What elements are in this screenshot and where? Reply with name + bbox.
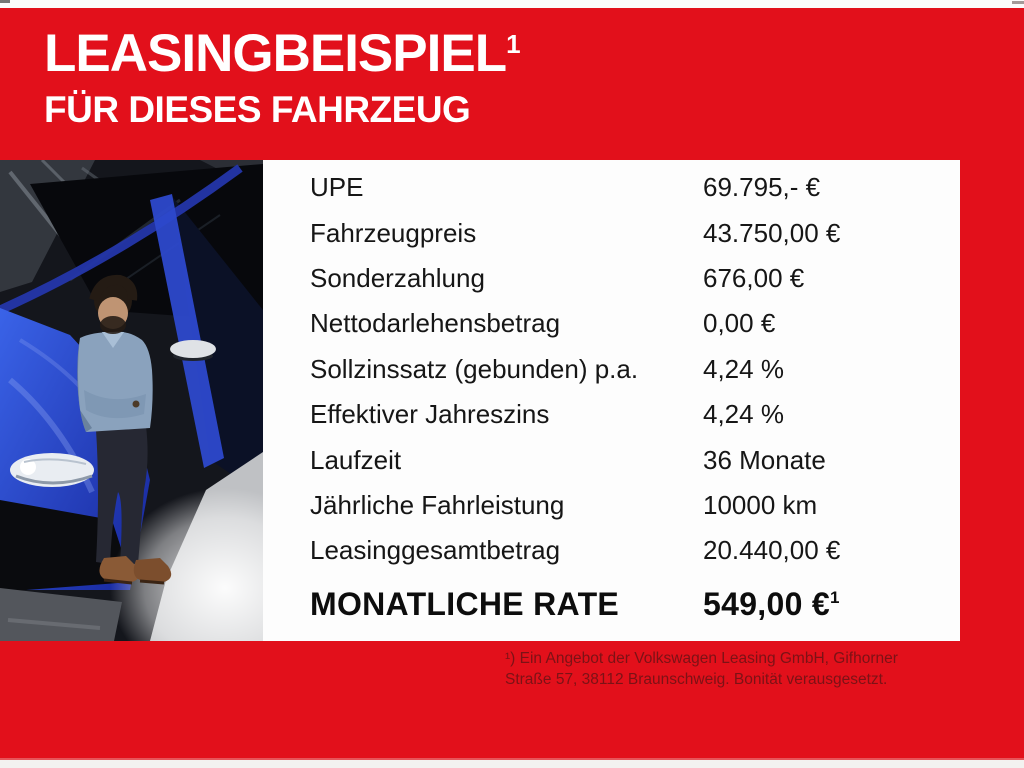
car-photo-illustration xyxy=(0,160,263,641)
page-subtitle: FÜR DIESES FAHRZEUG xyxy=(44,88,471,130)
row-label: UPE xyxy=(310,172,364,203)
monthly-rate-value: 549,00 €1 xyxy=(703,586,942,623)
row-value: 0,00 € xyxy=(703,308,776,339)
page-title-text: LEASINGBEISPIEL xyxy=(44,24,507,83)
table-row: Jährliche Fahrleistung 10000 km xyxy=(310,483,942,528)
table-row: Sollzinssatz (gebunden) p.a. 4,24 % xyxy=(310,347,942,392)
row-label: Leasinggesamtbetrag xyxy=(310,535,561,566)
row-label: Sollzinssatz (gebunden) p.a. xyxy=(310,353,639,384)
table-row: Leasinggesamtbetrag 20.440,00 € xyxy=(310,528,942,573)
row-value: 4,24 % xyxy=(703,399,784,430)
table-row: UPE 69.795,- € xyxy=(310,165,942,210)
monthly-rate-row: MONATLICHE RATE 549,00 €1 xyxy=(310,578,942,632)
row-label: Jährliche Fahrleistung xyxy=(310,489,565,520)
row-label: Nettodarlehensbetrag xyxy=(310,308,561,339)
monthly-rate-label: MONATLICHE RATE xyxy=(310,586,620,623)
car-photo xyxy=(0,160,263,641)
row-label: Laufzeit xyxy=(310,444,402,475)
monthly-rate-amount: 549,00 € xyxy=(703,586,830,623)
row-value: 676,00 € xyxy=(703,262,805,293)
footnote-line-2: Straße 57, 38112 Braunschweig. Bonität v… xyxy=(505,670,888,688)
row-value: 10000 km xyxy=(703,489,818,520)
row-value: 69.795,- € xyxy=(703,172,821,203)
row-label: Sonderzahlung xyxy=(310,262,485,293)
top-edge-strip xyxy=(0,0,1024,8)
table-row: Laufzeit 36 Monate xyxy=(310,437,942,482)
footnote: ¹) Ein Angebot der Volkswagen Leasing Gm… xyxy=(505,649,975,690)
row-value: 36 Monate xyxy=(703,444,826,475)
page-title-superscript: 1 xyxy=(506,29,521,59)
table-row: Effektiver Jahreszins 4,24 % xyxy=(310,392,942,437)
bottom-edge-strip xyxy=(0,760,1024,768)
table-row: Sonderzahlung 676,00 € xyxy=(310,256,942,301)
table-row: Nettodarlehensbetrag 0,00 € xyxy=(310,301,942,346)
leasing-panel: UPE 69.795,- € Fahrzeugpreis 43.750,00 €… xyxy=(0,160,960,641)
banner-header: LEASINGBEISPIEL1 FÜR DIESES FAHRZEUG xyxy=(44,26,521,128)
table-row: Fahrzeugpreis 43.750,00 € xyxy=(310,210,942,255)
row-value: 43.750,00 € xyxy=(703,217,841,248)
row-value: 20.440,00 € xyxy=(703,535,841,566)
footnote-line-1: ¹) Ein Angebot der Volkswagen Leasing Gm… xyxy=(505,650,898,667)
row-label: Effektiver Jahreszins xyxy=(310,399,550,430)
leasing-table: UPE 69.795,- € Fahrzeugpreis 43.750,00 €… xyxy=(310,165,942,632)
monthly-rate-superscript: 1 xyxy=(829,588,840,608)
row-value: 4,24 % xyxy=(703,353,784,384)
page-title: LEASINGBEISPIEL1 xyxy=(44,26,521,82)
row-label: Fahrzeugpreis xyxy=(310,217,477,248)
